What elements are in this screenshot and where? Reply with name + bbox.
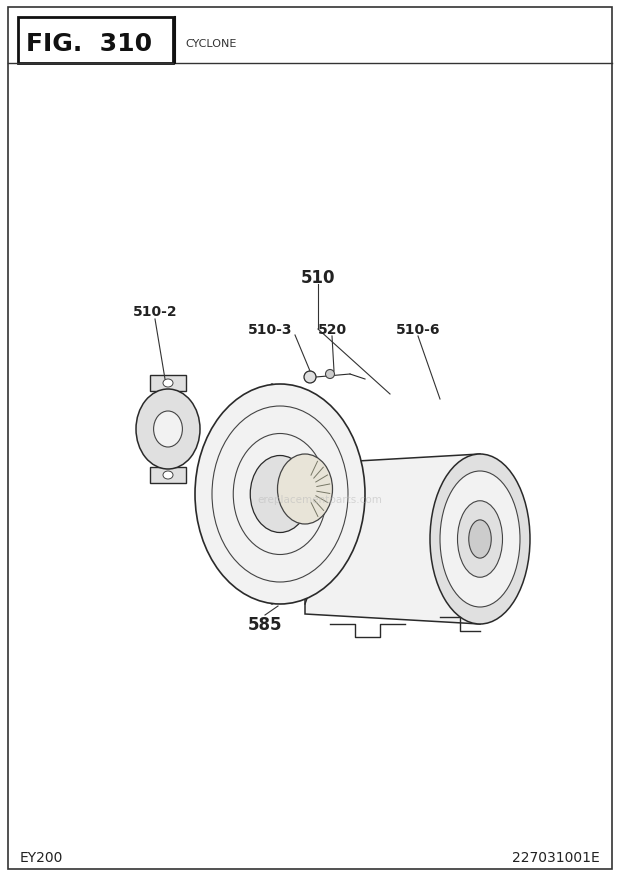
Ellipse shape bbox=[326, 370, 335, 379]
Ellipse shape bbox=[440, 472, 520, 607]
Ellipse shape bbox=[195, 384, 365, 604]
Text: 227031001E: 227031001E bbox=[512, 850, 600, 864]
Text: EY200: EY200 bbox=[20, 850, 63, 864]
Text: ereplacementparts.com: ereplacementparts.com bbox=[257, 495, 383, 504]
Ellipse shape bbox=[163, 380, 173, 388]
Ellipse shape bbox=[154, 411, 182, 447]
Ellipse shape bbox=[250, 456, 310, 533]
Ellipse shape bbox=[136, 389, 200, 469]
Ellipse shape bbox=[163, 472, 173, 480]
Ellipse shape bbox=[304, 372, 316, 383]
Text: 510: 510 bbox=[301, 268, 335, 287]
Ellipse shape bbox=[469, 520, 491, 559]
Bar bbox=[18, 18, 173, 64]
Text: 510-3: 510-3 bbox=[248, 323, 292, 337]
Text: CYCLONE: CYCLONE bbox=[185, 39, 236, 49]
Ellipse shape bbox=[458, 501, 502, 578]
Bar bbox=[150, 375, 186, 391]
Text: 585: 585 bbox=[248, 616, 282, 633]
Ellipse shape bbox=[260, 384, 285, 604]
Polygon shape bbox=[305, 454, 480, 624]
Ellipse shape bbox=[278, 454, 332, 524]
Text: 510-6: 510-6 bbox=[396, 323, 440, 337]
Text: 510-2: 510-2 bbox=[133, 304, 177, 318]
Bar bbox=[150, 467, 186, 483]
Ellipse shape bbox=[430, 454, 530, 624]
Text: 520: 520 bbox=[317, 323, 347, 337]
Text: FIG.  310: FIG. 310 bbox=[26, 32, 152, 56]
